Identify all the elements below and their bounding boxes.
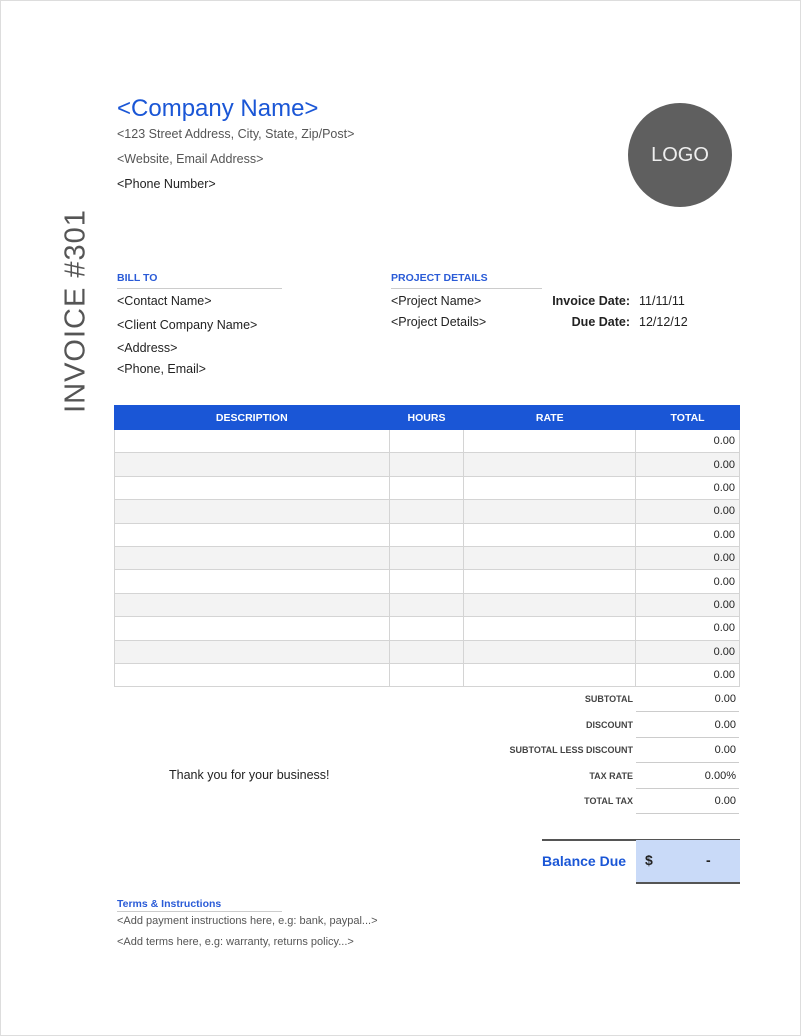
cell-description[interactable] — [114, 499, 390, 524]
cell-rate[interactable] — [463, 569, 637, 594]
invoice-date-label: Invoice Date: — [552, 294, 630, 308]
terms-title: Terms & Instructions — [117, 898, 282, 912]
cell-total[interactable]: 0.00 — [635, 522, 740, 547]
cell-rate[interactable] — [463, 616, 637, 641]
table-row: 0.00 — [114, 662, 740, 688]
company-phone: <Phone Number> — [117, 177, 216, 191]
cell-rate[interactable] — [463, 545, 637, 571]
bill-to-line: <Contact Name> — [117, 294, 212, 308]
bill-to-line: <Phone, Email> — [117, 362, 206, 376]
cell-hours[interactable] — [388, 616, 465, 641]
cell-hours[interactable] — [388, 545, 465, 571]
bill-to-line: <Client Company Name> — [117, 318, 258, 332]
cell-total[interactable]: 0.00 — [635, 639, 740, 664]
cell-rate[interactable] — [463, 475, 637, 501]
summary-label: TAX RATE — [589, 770, 633, 781]
cell-total[interactable]: 0.00 — [635, 499, 740, 524]
cell-hours[interactable] — [388, 639, 465, 664]
table-row: 0.00 — [114, 475, 740, 501]
cell-rate[interactable] — [463, 452, 637, 477]
summary-label: DISCOUNT — [586, 719, 633, 730]
cell-rate[interactable] — [463, 639, 637, 664]
cell-total[interactable]: 0.00 — [635, 616, 740, 641]
invoice-title: INVOICE #301 — [59, 209, 92, 413]
table-row: 0.00 — [114, 452, 740, 477]
cell-rate[interactable] — [463, 662, 637, 688]
table-row: 0.00 — [114, 428, 740, 454]
cell-description[interactable] — [114, 639, 390, 664]
cell-description[interactable] — [114, 475, 390, 501]
cell-description[interactable] — [114, 522, 390, 547]
bill-to-title: BILL TO — [117, 272, 282, 289]
bill-to-line: <Address> — [117, 341, 178, 355]
col-hours: HOURS — [388, 405, 465, 430]
project-line: <Project Name> — [391, 294, 482, 308]
col-total: TOTAL — [635, 405, 740, 430]
cell-hours[interactable] — [388, 499, 465, 524]
logo: LOGO — [628, 103, 732, 207]
balance-box: $ - — [636, 840, 740, 884]
project-line: <Project Details> — [391, 315, 487, 329]
logo-text: LOGO — [651, 143, 709, 166]
cell-hours[interactable] — [388, 428, 465, 454]
company-web: <Website, Email Address> — [117, 152, 264, 166]
balance-value: - — [706, 852, 711, 868]
company-name: <Company Name> — [117, 95, 319, 122]
terms-line: <Add terms here, e.g: warranty, returns … — [117, 936, 354, 948]
cell-hours[interactable] — [388, 452, 465, 477]
invoice-date-value: 11/11/11 — [639, 294, 685, 308]
cell-total[interactable]: 0.00 — [635, 592, 740, 618]
cell-description[interactable] — [114, 592, 390, 618]
cell-rate[interactable] — [463, 522, 637, 547]
summary-label: SUBTOTAL LESS DISCOUNT — [509, 745, 633, 755]
balance-currency: $ — [645, 852, 653, 868]
cell-hours[interactable] — [388, 475, 465, 501]
summary-label: SUBTOTAL — [584, 694, 633, 704]
col-description: DESCRIPTION — [114, 405, 390, 430]
cell-description[interactable] — [114, 452, 390, 477]
col-rate: RATE — [463, 405, 637, 430]
table-row: 0.00 — [114, 639, 740, 664]
cell-description[interactable] — [114, 428, 390, 454]
cell-hours[interactable] — [388, 662, 465, 688]
cell-rate[interactable] — [463, 499, 637, 524]
balance-label: Balance Due — [542, 853, 627, 869]
cell-description[interactable] — [114, 545, 390, 571]
table-row: 0.00 — [114, 569, 740, 594]
table-row: 0.00 — [114, 522, 740, 547]
terms-line: <Add payment instructions here, e.g: ban… — [117, 915, 378, 927]
line-items-table: DESCRIPTION HOURS RATE TOTAL 0.00 0.00 0.0… — [114, 405, 740, 688]
summary-value: 0.00% — [636, 764, 739, 789]
due-date-value: 12/12/12 — [639, 315, 688, 329]
cell-total[interactable]: 0.00 — [635, 475, 740, 501]
summary-value: 0.00 — [636, 713, 739, 738]
summary-value: 0.00 — [636, 789, 739, 814]
summary-value: 0.00 — [636, 687, 739, 712]
cell-hours[interactable] — [388, 592, 465, 618]
company-address: <123 Street Address, City, State, Zip/Po… — [117, 127, 355, 141]
cell-hours[interactable] — [388, 569, 465, 594]
cell-rate[interactable] — [463, 428, 637, 454]
cell-description[interactable] — [114, 569, 390, 594]
cell-description[interactable] — [114, 662, 390, 688]
table-row: 0.00 — [114, 545, 740, 571]
table-row: 0.00 — [114, 592, 740, 618]
table-row: 0.00 — [114, 616, 740, 641]
cell-total[interactable]: 0.00 — [635, 662, 740, 688]
cell-hours[interactable] — [388, 522, 465, 547]
cell-total[interactable]: 0.00 — [635, 428, 740, 454]
cell-total[interactable]: 0.00 — [635, 452, 740, 477]
cell-rate[interactable] — [463, 592, 637, 618]
cell-total[interactable]: 0.00 — [635, 545, 740, 571]
due-date-label: Due Date: — [571, 315, 630, 329]
cell-total[interactable]: 0.00 — [635, 569, 740, 594]
summary-label: TOTAL TAX — [584, 796, 633, 806]
thank-you-note: Thank you for your business! — [169, 768, 330, 782]
summary-value: 0.00 — [636, 738, 739, 763]
project-title: PROJECT DETAILS — [391, 272, 542, 289]
table-row: 0.00 — [114, 499, 740, 524]
cell-description[interactable] — [114, 616, 390, 641]
